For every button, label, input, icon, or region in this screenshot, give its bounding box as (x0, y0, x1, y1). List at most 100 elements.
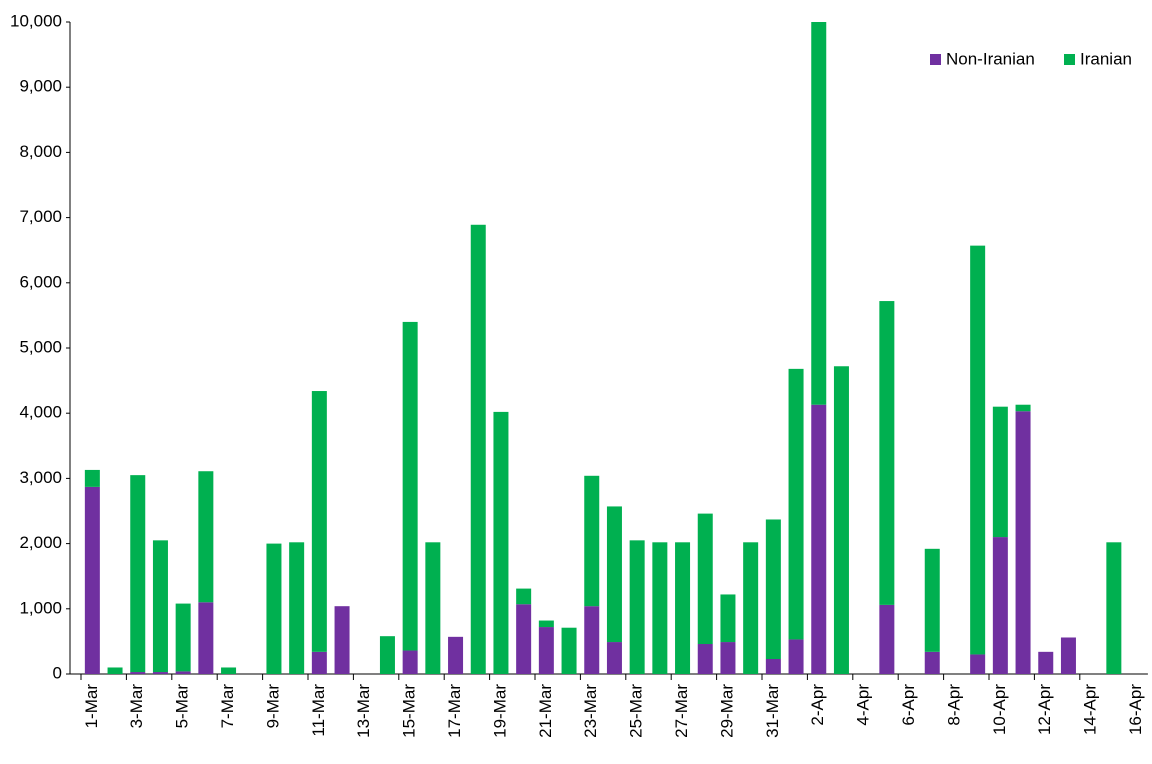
y-tick-label: 0 (53, 663, 62, 682)
bar-segment (266, 543, 282, 674)
x-tick-label: 16-Apr (1126, 684, 1145, 735)
bar-segment (289, 542, 305, 674)
x-tick-label: 6-Apr (899, 684, 918, 726)
bar-segment (1106, 542, 1122, 674)
bar-segment (561, 627, 577, 674)
legend-label: Iranian (1080, 49, 1132, 68)
bar-segment (84, 469, 100, 487)
bar-segment (970, 245, 986, 655)
x-tick-label: 5-Mar (173, 684, 192, 729)
bar-segment (675, 542, 691, 674)
bar-segment (311, 391, 327, 652)
x-tick-label: 11-Mar (309, 684, 328, 737)
x-tick-label: 1-Mar (82, 684, 101, 729)
bar-segment (606, 506, 622, 643)
bar-segment (606, 642, 622, 674)
bar-segment (516, 604, 532, 674)
bar-segment (470, 224, 486, 674)
x-tick-label: 13-Mar (354, 684, 373, 738)
bar-segment (697, 644, 713, 674)
x-tick-label: 8-Apr (944, 684, 963, 726)
x-tick-label: 19-Mar (490, 684, 509, 738)
y-tick-label: 4,000 (19, 403, 62, 422)
x-tick-label: 4-Apr (854, 684, 873, 726)
x-tick-label: 9-Mar (263, 684, 282, 729)
bar-segment (130, 475, 146, 673)
y-tick-label: 7,000 (19, 207, 62, 226)
bar-segment (970, 654, 986, 674)
bar-segment (765, 659, 781, 674)
bar-segment (152, 540, 168, 673)
bar-segment (879, 301, 895, 605)
x-tick-label: 10-Apr (990, 684, 1009, 735)
bar-segment (538, 620, 554, 628)
bar-segment (720, 594, 736, 643)
bar-segment (130, 672, 146, 674)
y-tick-label: 3,000 (19, 468, 62, 487)
bar-segment (425, 542, 441, 674)
bar-segment (84, 486, 100, 674)
bar-segment (311, 651, 327, 674)
bar-segment (924, 651, 940, 674)
bar-segment (879, 604, 895, 674)
bar-segment (221, 667, 237, 674)
bar-segment (175, 603, 191, 672)
bar-segment (788, 639, 804, 674)
bar-segment (629, 540, 645, 674)
bar-segment (788, 368, 804, 640)
y-tick-label: 9,000 (19, 77, 62, 96)
x-tick-label: 7-Mar (218, 684, 237, 729)
bar-segment (811, 404, 827, 674)
x-tick-label: 15-Mar (400, 684, 419, 738)
bar-segment (402, 650, 418, 674)
bar-segment (697, 513, 713, 645)
bar-segment (652, 542, 668, 674)
x-tick-label: 23-Mar (581, 684, 600, 738)
legend-swatch (1064, 54, 1075, 65)
bar-segment (584, 606, 600, 674)
bar-segment (516, 588, 532, 605)
x-tick-label: 31-Mar (763, 684, 782, 738)
bar-segment (448, 636, 464, 674)
bar-segment (538, 627, 554, 674)
bar-segment (379, 636, 395, 674)
bar-segment (811, 22, 827, 405)
bar-segment (175, 671, 191, 674)
bar-segment (198, 602, 214, 674)
y-tick-label: 10,000 (10, 11, 62, 30)
bar-segment (1060, 637, 1076, 674)
bar-segment (198, 471, 214, 603)
bar-segment (1038, 651, 1054, 674)
y-tick-label: 8,000 (19, 142, 62, 161)
bar-segment (152, 672, 168, 674)
x-tick-label: 17-Mar (445, 684, 464, 738)
bar-segment (833, 366, 849, 674)
y-tick-label: 5,000 (19, 337, 62, 356)
bar-segment (924, 548, 940, 652)
x-tick-label: 2-Apr (808, 684, 827, 726)
y-tick-label: 2,000 (19, 533, 62, 552)
bar-segment (992, 406, 1008, 538)
legend-label: Non-Iranian (946, 49, 1035, 68)
bar-segment (334, 606, 350, 674)
bar-segment (493, 411, 509, 674)
bar-segment (107, 667, 123, 674)
x-tick-label: 14-Apr (1081, 684, 1100, 735)
legend-swatch (930, 54, 941, 65)
x-tick-label: 27-Mar (672, 684, 691, 738)
x-tick-label: 29-Mar (717, 684, 736, 738)
bar-segment (402, 321, 418, 651)
x-tick-label: 25-Mar (627, 684, 646, 738)
bar-segment (1015, 411, 1031, 674)
bar-segment (720, 642, 736, 674)
y-tick-label: 1,000 (19, 598, 62, 617)
x-tick-label: 12-Apr (1035, 684, 1054, 735)
bar-segment (992, 537, 1008, 674)
bar-segment (765, 519, 781, 660)
bar-segment (743, 542, 759, 674)
x-tick-label: 21-Mar (536, 684, 555, 738)
x-tick-label: 3-Mar (127, 684, 146, 729)
y-tick-label: 6,000 (19, 272, 62, 291)
bar-segment (584, 475, 600, 607)
